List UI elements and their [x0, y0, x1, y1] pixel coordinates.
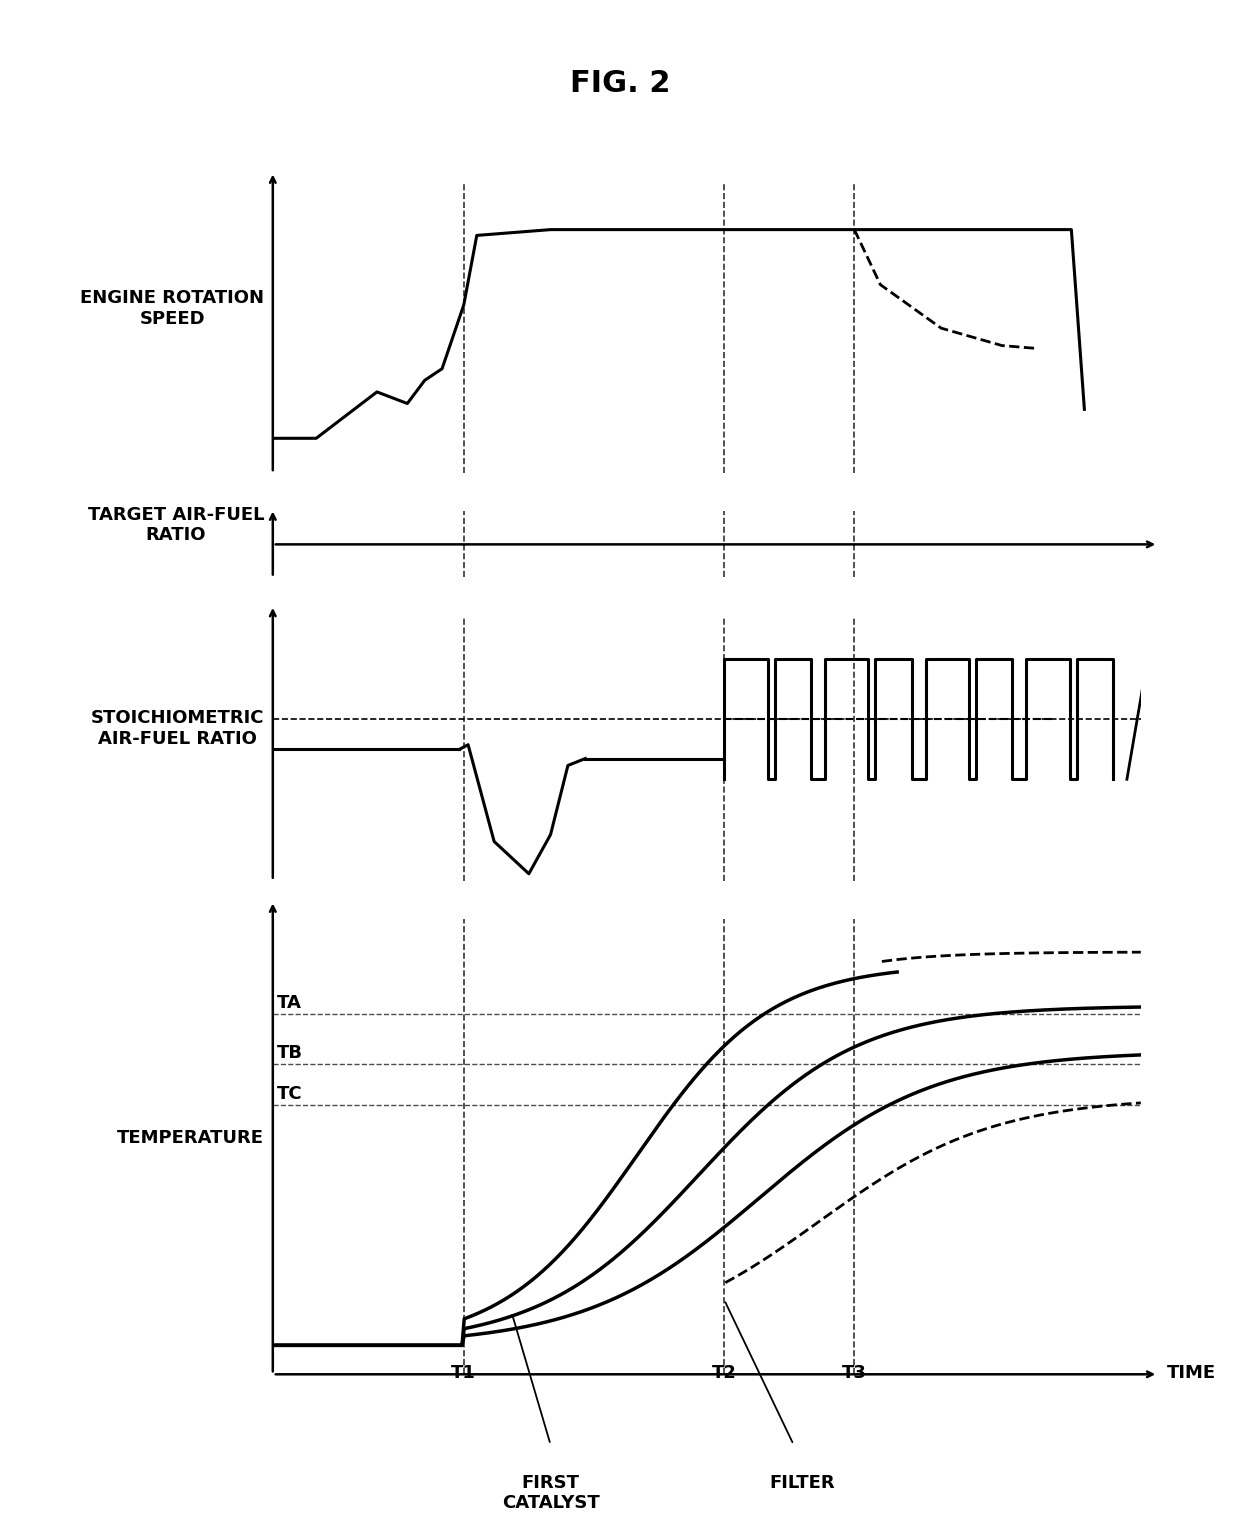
- Text: FIG. 2: FIG. 2: [569, 69, 671, 98]
- Text: TC: TC: [277, 1086, 303, 1102]
- Y-axis label: TARGET AIR-FUEL
RATIO: TARGET AIR-FUEL RATIO: [88, 505, 264, 545]
- Text: T1: T1: [451, 1364, 476, 1382]
- Text: FIRST
CATALYST: FIRST CATALYST: [502, 1474, 599, 1512]
- Y-axis label: ENGINE ROTATION
SPEED: ENGINE ROTATION SPEED: [81, 289, 264, 328]
- Text: TIME: TIME: [1167, 1364, 1216, 1382]
- Y-axis label: TEMPERATURE: TEMPERATURE: [117, 1128, 264, 1147]
- Text: T3: T3: [842, 1364, 867, 1382]
- Text: TA: TA: [277, 994, 303, 1012]
- Y-axis label: STOICHIOMETRIC
AIR-FUEL RATIO: STOICHIOMETRIC AIR-FUEL RATIO: [91, 710, 264, 748]
- Text: FILTER: FILTER: [770, 1474, 835, 1492]
- Text: T2: T2: [712, 1364, 737, 1382]
- Text: TB: TB: [277, 1043, 303, 1061]
